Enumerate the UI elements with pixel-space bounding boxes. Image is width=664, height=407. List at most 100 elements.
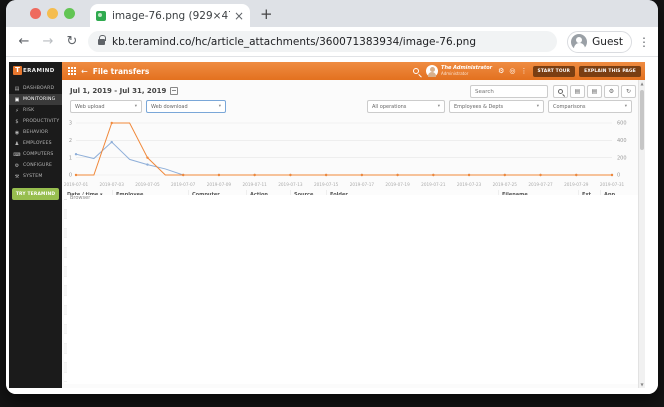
scroll-up-icon[interactable]: ▲ [640, 81, 644, 86]
chevron-down-icon: ▾ [134, 104, 137, 109]
svg-text:2019-07-01: 2019-07-01 [64, 182, 89, 187]
svg-text:2019-07-27: 2019-07-27 [528, 182, 553, 187]
dropdown-comparisons[interactable]: Comparisons ▾ [548, 100, 632, 113]
svg-text:2019-07-05: 2019-07-05 [135, 182, 160, 187]
file-transfers-chart: 0 0 1 200 2 400 3 600 2019-07-01 2019-07-03 2019-0… [62, 117, 638, 189]
sidebar-item-computers[interactable]: ⌨ COMPUTERS [13, 151, 54, 158]
risk-icon: ⚡ [15, 107, 19, 114]
chevron-down-icon: ▾ [536, 104, 539, 109]
tab-close-icon[interactable]: × [233, 8, 244, 23]
browser-menu-icon[interactable]: ⋮ [638, 34, 650, 49]
grid-settings-button[interactable]: ⚙ [604, 85, 619, 98]
app-back-icon[interactable]: ← [81, 66, 88, 76]
user-avatar[interactable] [426, 65, 439, 77]
dropdown-all-operations[interactable]: All operations ▾ [367, 100, 445, 113]
sidebar-item-configure[interactable]: ⚙ CONFIGURE [14, 162, 53, 169]
column-header[interactable]: Date / time ▾ [64, 190, 112, 199]
svg-text:2019-07-31: 2019-07-31 [600, 182, 625, 187]
help-icon[interactable]: ◎ [509, 67, 516, 75]
filter-dropdowns: All operations ▾ Employees & Depts ▾ Compari… [367, 100, 636, 113]
date-range[interactable]: Jul 1, 2019 - Jul 31, 2019 [70, 87, 179, 95]
svg-text:0: 0 [617, 173, 620, 179]
sidebar-item-dashboard[interactable]: ▤ DASHBOARD [14, 85, 55, 92]
dropdown-employees-depts[interactable]: Employees & Depts ▾ [449, 100, 544, 113]
sidebar-item-risk[interactable]: ⚡ RISK [9, 105, 62, 116]
user-name: The Administrator [441, 65, 493, 72]
teramind-screenshot: T ERAMIND ▤ DASHBOARD ▣ MONITORING ⚡ RISK $ PRO… [9, 62, 645, 388]
search-icon [558, 89, 563, 94]
settings-gear-icon[interactable]: ⚙ [498, 67, 505, 75]
app-header: ← File transfers The Administrator Admin… [62, 62, 645, 80]
sidebar-item-productivity[interactable]: $ PRODUCTIVITY [9, 116, 62, 127]
sidebar-item-monitoring[interactable]: ▣ MONITORING [9, 94, 62, 105]
chevron-down-icon: ▾ [437, 104, 440, 109]
svg-text:2019-07-29: 2019-07-29 [564, 182, 589, 187]
browser-window: image-76.png (929×479) × + ← → ↻ kb.tera… [6, 0, 658, 394]
configure-icon: ⚙ [14, 162, 20, 169]
profile-button[interactable]: Guest [567, 30, 632, 53]
search-input[interactable] [470, 85, 548, 98]
sidebar: T ERAMIND ▤ DASHBOARD ▣ MONITORING ⚡ RISK $ PRO… [9, 62, 62, 388]
column-header[interactable]: Employee [112, 190, 188, 199]
series-web-upload [75, 141, 612, 176]
minimize-window-button[interactable] [47, 8, 58, 19]
refresh-button[interactable]: ↻ [621, 85, 636, 98]
header-search-icon[interactable] [413, 68, 420, 74]
system-icon: ⚒ [14, 173, 20, 180]
app-scrollbar[interactable]: ▲ ▼ [638, 80, 645, 388]
new-tab-button[interactable]: + [260, 5, 273, 23]
employees-icon: ♟ [14, 140, 20, 147]
export-csv-button[interactable]: ▤ [587, 85, 602, 98]
export-pdf-button[interactable]: ▤ [570, 85, 585, 98]
url-bar[interactable]: kb.teramind.co/hc/article_attachments/36… [88, 31, 558, 52]
tab-strip: image-76.png (929×479) × + [6, 0, 658, 27]
scrollbar-thumb[interactable] [640, 90, 644, 150]
column-header[interactable]: Action [246, 190, 290, 199]
explain-page-button[interactable]: EXPLAIN THIS PAGE [579, 65, 641, 77]
svg-text:200: 200 [617, 155, 627, 161]
svg-text:2019-07-07: 2019-07-07 [171, 182, 196, 187]
series-dropdowns: Web upload ▾ Web download ▾ [70, 100, 230, 113]
sidebar-item-behavior[interactable]: ◉ BEHAVIOR [14, 129, 49, 136]
svg-text:400: 400 [617, 138, 627, 144]
svg-text:2019-07-19: 2019-07-19 [385, 182, 410, 187]
svg-text:600: 600 [617, 121, 627, 127]
browser-tab[interactable]: image-76.png (929×479) × [90, 4, 250, 27]
reload-button[interactable]: ↻ [66, 34, 78, 49]
monitoring-icon: ▣ [14, 96, 20, 103]
column-header[interactable]: Filename [498, 190, 578, 199]
calendar-icon[interactable] [170, 87, 179, 95]
table-row[interactable]: 2019-07-05 09:24:42James GabbertWIN-6O5I… [64, 195, 638, 384]
search-button[interactable] [553, 85, 568, 98]
column-header[interactable]: Source [290, 190, 326, 199]
scroll-down-icon[interactable]: ▼ [640, 382, 644, 387]
sidebar-item-employees[interactable]: ♟ EMPLOYEES [14, 140, 52, 147]
close-window-button[interactable] [30, 8, 41, 19]
logo-t-icon: T [13, 66, 22, 75]
try-teramind-button[interactable]: TRY TERAMIND [12, 188, 59, 200]
sidebar-item-system[interactable]: ⚒ SYSTEM [14, 173, 43, 180]
start-tour-button[interactable]: START TOUR [532, 65, 576, 77]
dashboard-icon: ▤ [14, 85, 20, 92]
svg-text:2019-07-11: 2019-07-11 [242, 182, 267, 187]
header-kebab-icon[interactable]: ⋮ [520, 67, 528, 75]
teramind-logo: T ERAMIND [9, 62, 62, 79]
tab-favicon-icon [96, 10, 106, 21]
svg-text:2019-07-15: 2019-07-15 [314, 182, 339, 187]
browser-toolbar: ← → ↻ kb.teramind.co/hc/article_attachme… [6, 27, 658, 57]
column-header[interactable]: App [600, 190, 638, 199]
dropdown-web-download[interactable]: Web download ▾ [146, 100, 226, 113]
column-header[interactable]: Folder [326, 190, 498, 199]
behavior-icon: ◉ [14, 129, 20, 136]
svg-text:2: 2 [69, 138, 72, 144]
url-text: kb.teramind.co/hc/article_attachments/36… [112, 35, 476, 48]
dropdown-web-upload[interactable]: Web upload ▾ [70, 100, 142, 113]
svg-text:2019-07-21: 2019-07-21 [421, 182, 446, 187]
maximize-window-button[interactable] [64, 8, 75, 19]
back-button[interactable]: ← [18, 34, 30, 49]
forward-button[interactable]: → [42, 34, 54, 49]
column-header[interactable]: Ext [578, 190, 600, 199]
main-panel: Jul 1, 2019 - Jul 31, 2019 ▤ ▤ ⚙ ↻ Web u… [62, 80, 638, 388]
column-header[interactable]: Computer [188, 190, 246, 199]
apps-grid-icon[interactable] [68, 67, 76, 75]
